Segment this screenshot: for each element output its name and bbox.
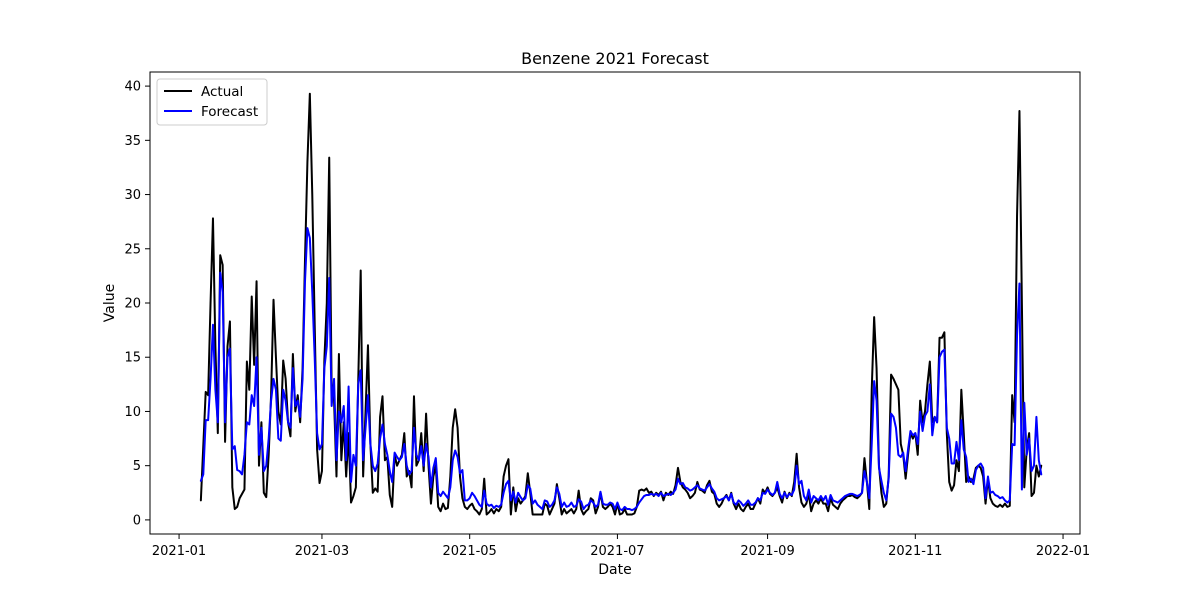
y-axis: 0 5 10 15 20 25 30 35 40 bbox=[124, 80, 150, 528]
series-line-forecast bbox=[199, 227, 1043, 512]
x-tick-label: 2021-05 bbox=[443, 544, 497, 559]
x-axis-title: Date bbox=[598, 562, 631, 578]
legend-label-forecast: Forecast bbox=[201, 104, 258, 120]
y-tick-label: 5 bbox=[133, 459, 141, 474]
y-axis-title: Value bbox=[102, 284, 118, 322]
y-tick-label: 40 bbox=[124, 80, 141, 95]
y-tick-label: 35 bbox=[124, 134, 141, 149]
y-tick-label: 20 bbox=[124, 297, 141, 312]
x-tick-label: 2021-11 bbox=[888, 544, 942, 559]
y-tick-label: 15 bbox=[124, 351, 141, 366]
x-tick-label: 2021-07 bbox=[590, 544, 644, 559]
x-axis: 2021-01 2021-03 2021-05 2021-07 2021-09 2021-… bbox=[152, 534, 1090, 559]
y-tick-label: 0 bbox=[133, 513, 141, 528]
y-tick-label: 25 bbox=[124, 242, 141, 257]
legend-label-actual: Actual bbox=[201, 84, 243, 100]
legend: Actual Forecast bbox=[156, 78, 268, 126]
x-tick-label: 2021-09 bbox=[740, 544, 794, 559]
chart-title: Benzene 2021 Forecast bbox=[521, 49, 709, 68]
y-tick-label: 30 bbox=[124, 188, 141, 203]
series-layer bbox=[199, 92, 1043, 516]
x-tick-label: 2021-01 bbox=[152, 544, 206, 559]
x-tick-label: 2021-03 bbox=[295, 544, 349, 559]
x-tick-label: 2022-01 bbox=[1036, 544, 1090, 559]
y-tick-label: 10 bbox=[124, 405, 141, 420]
